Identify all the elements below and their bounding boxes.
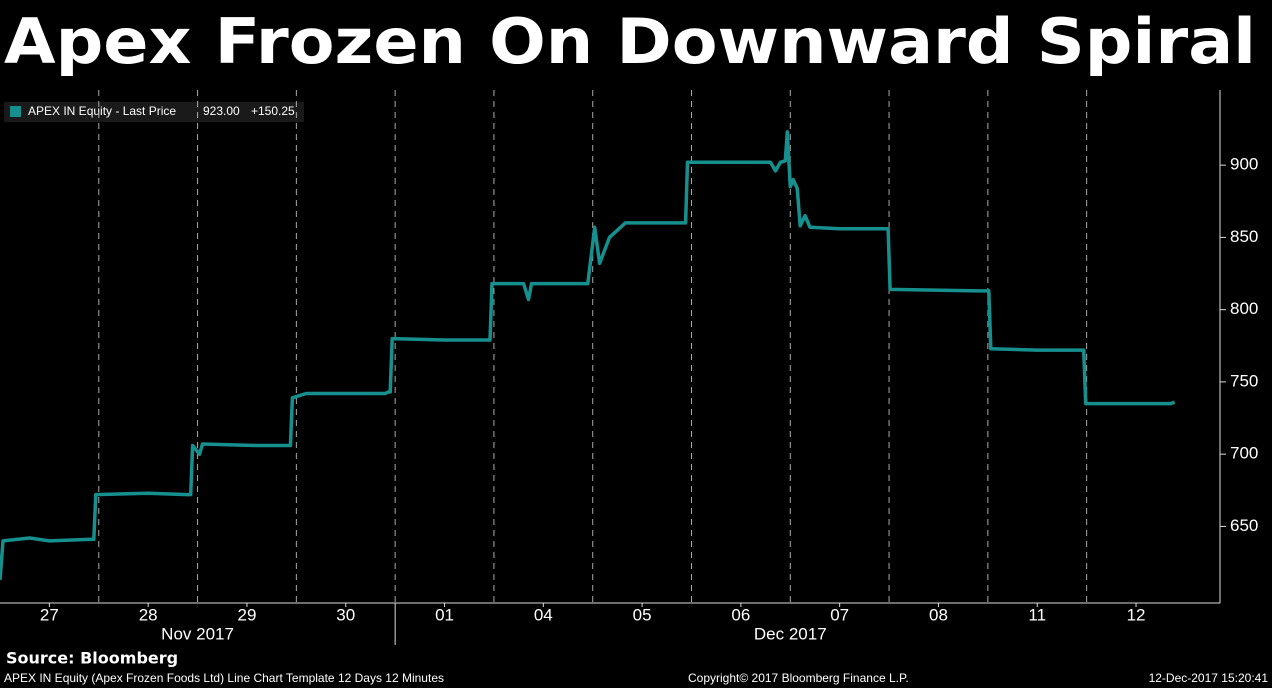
y-tick-label: 650 — [1230, 516, 1258, 535]
month-label: Dec 2017 — [754, 624, 827, 643]
x-tick-label: 01 — [435, 605, 454, 624]
y-tick-label: 700 — [1230, 444, 1258, 463]
x-tick-label: 08 — [929, 605, 948, 624]
x-tick-label: 05 — [633, 605, 652, 624]
source: Source: Bloomberg — [6, 649, 178, 668]
y-tick-label: 750 — [1230, 371, 1258, 390]
x-tick-label: 11 — [1028, 605, 1046, 624]
x-tick-label: 06 — [731, 605, 750, 624]
x-tick-label: 04 — [534, 605, 553, 624]
x-tick-label: 12 — [1127, 605, 1146, 624]
x-tick-label: 07 — [830, 605, 849, 624]
y-tick-label: 800 — [1230, 299, 1258, 318]
legend-label: APEX IN Equity - Last Price — [28, 104, 176, 118]
legend-swatch — [10, 106, 21, 117]
y-tick-label: 900 — [1230, 155, 1258, 174]
x-tick-label: 28 — [139, 605, 158, 624]
legend-box — [4, 102, 304, 122]
x-tick-label: 30 — [336, 605, 355, 624]
chart-title: Apex Frozen On Downward Spiral — [4, 5, 1256, 78]
month-label: Nov 2017 — [161, 624, 234, 643]
x-tick-label: 29 — [238, 605, 257, 624]
footer-copyright: Copyright© 2017 Bloomberg Finance L.P. — [688, 671, 909, 685]
x-tick-label: 27 — [40, 605, 59, 624]
footer-left: APEX IN Equity (Apex Frozen Foods Ltd) L… — [4, 671, 444, 685]
price-line — [0, 130, 1176, 581]
footer-timestamp: 12-Dec-2017 15:20:41 — [1149, 671, 1269, 685]
y-tick-label: 850 — [1230, 227, 1258, 246]
legend-change: +150.25 — [251, 104, 295, 118]
legend-last: 923.00 — [203, 104, 240, 118]
